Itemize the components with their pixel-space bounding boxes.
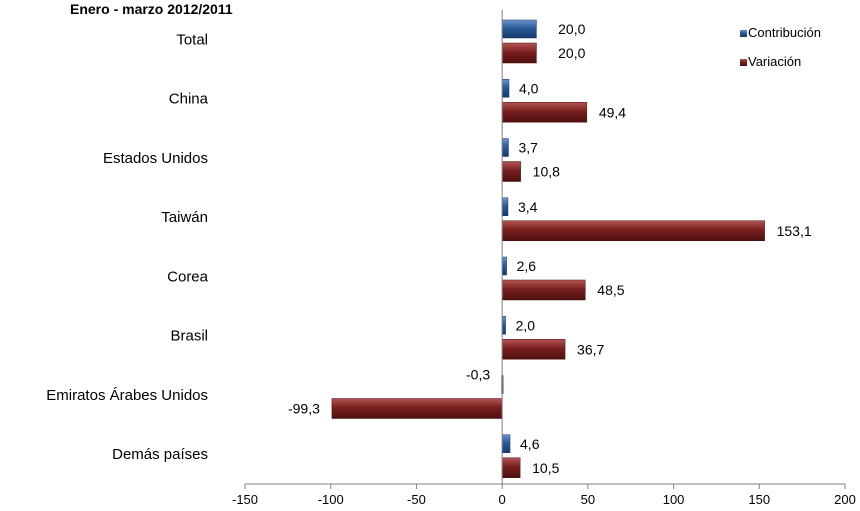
category-label-emiratos-arabes-unidos: Emiratos Árabes Unidos: [46, 387, 208, 404]
data-label-contribucion-corea: 2,6: [517, 258, 537, 274]
x-tick-label: -150: [232, 492, 258, 507]
x-tick-label: 200: [834, 492, 856, 507]
data-label-variacion-demas-paises: 10,5: [532, 460, 559, 476]
category-label-estados-unidos: Estados Unidos: [103, 150, 208, 167]
category-label-demas-paises: Demás países: [112, 446, 208, 463]
data-label-contribucion-estados-unidos: 3,7: [518, 140, 538, 156]
bar-variacion-corea: [501, 279, 586, 301]
bar-contribucion-total: [501, 19, 537, 39]
x-tick-label: -50: [407, 492, 426, 507]
category-label-taiwan: Taiwán: [161, 209, 208, 226]
data-label-contribucion-china: 4,0: [519, 80, 539, 96]
data-label-contribucion-total: 20,0: [558, 21, 585, 37]
bar-variacion-taiwan: [501, 220, 765, 241]
category-label-total: Total: [176, 31, 208, 48]
data-label-variacion-total: 20,0: [558, 45, 585, 61]
data-labels: 20,0 20,0 4,0 49,4 3,7 10,8 3,4 153,1 2,6 48,5 2,0…: [288, 21, 812, 476]
bars: [331, 19, 765, 478]
data-label-variacion-china: 49,4: [599, 104, 626, 120]
bar-variacion-demas-paises: [501, 457, 521, 478]
data-label-variacion-taiwan: 153,1: [777, 223, 812, 239]
x-tick-label: 100: [663, 492, 685, 507]
bar-variacion-emiratos-arabes-unidos: [331, 398, 503, 419]
data-label-contribucion-demas-paises: 4,6: [520, 436, 540, 452]
category-label-brasil: Brasil: [170, 328, 208, 345]
x-tick-label: -100: [318, 492, 344, 507]
chart-title: Enero - marzo 2012/2011: [70, 1, 233, 17]
bar-contribucion-china: [501, 79, 510, 98]
data-label-variacion-corea: 48,5: [597, 282, 624, 298]
bar-contribucion-brasil: [501, 316, 506, 335]
x-tick-label: 150: [748, 492, 770, 507]
bar-variacion-brasil: [501, 339, 566, 360]
data-label-variacion-brasil: 36,7: [577, 341, 604, 357]
data-label-contribucion-brasil: 2,0: [516, 317, 536, 333]
legend-swatch-contribucion: [740, 30, 747, 37]
bar-contribucion-taiwan: [501, 197, 509, 216]
category-label-corea: Corea: [167, 268, 209, 285]
bar-variacion-china: [501, 102, 588, 123]
bar-contribucion-estados-unidos: [501, 138, 509, 157]
legend-swatch-variacion: [740, 59, 747, 66]
legend: Contribución Variación: [740, 25, 821, 69]
category-label-china: China: [169, 91, 209, 108]
x-tick-label: 0: [499, 492, 506, 507]
data-label-contribucion-emiratos-arabes-unidos: -0,3: [466, 367, 490, 383]
bar-contribucion-corea: [501, 256, 507, 276]
bar-variacion-estados-unidos: [501, 161, 521, 182]
bar-variacion-total: [501, 42, 537, 64]
x-tick-label: 50: [581, 492, 595, 507]
category-labels: Total China Estados Unidos Taiwán Corea Brasi…: [46, 31, 208, 463]
data-label-variacion-emiratos-arabes-unidos: -99,3: [288, 401, 320, 417]
data-label-variacion-estados-unidos: 10,8: [533, 164, 560, 180]
bar-contribucion-demas-paises: [501, 434, 511, 453]
x-axis-ticks: -150 -100 -50 0 50 100 150 200: [232, 484, 856, 507]
legend-label-contribucion: Contribución: [748, 25, 821, 40]
data-label-contribucion-taiwan: 3,4: [518, 199, 538, 215]
legend-label-variacion: Variación: [748, 54, 801, 69]
